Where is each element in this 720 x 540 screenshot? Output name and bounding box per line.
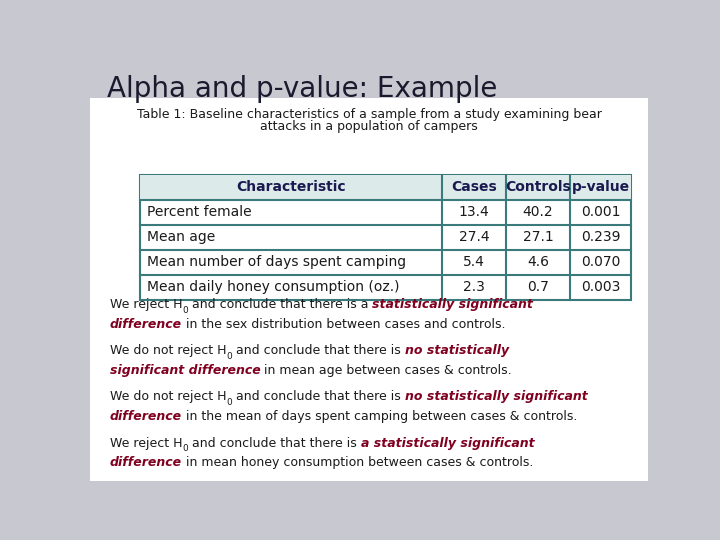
Text: Controls: Controls	[505, 180, 571, 194]
Text: We do not reject H: We do not reject H	[109, 390, 226, 403]
Bar	[140, 175, 631, 300]
Text: 0.003: 0.003	[581, 280, 620, 294]
Text: 4.6: 4.6	[527, 255, 549, 269]
Text: Alpha and p-value: Example: Alpha and p-value: Example	[107, 75, 497, 103]
Text: no statistically significant: no statistically significant	[405, 390, 588, 403]
Text: p-value: p-value	[572, 180, 629, 194]
Text: difference: difference	[109, 318, 181, 331]
Text: significant difference: significant difference	[109, 364, 261, 377]
Text: 0.7: 0.7	[527, 280, 549, 294]
Text: difference: difference	[109, 456, 181, 469]
Text: Characteristic: Characteristic	[236, 180, 346, 194]
Text: and conclude that there is: and conclude that there is	[232, 344, 405, 357]
Text: 2.3: 2.3	[463, 280, 485, 294]
Text: 0.070: 0.070	[581, 255, 620, 269]
Text: Percent female: Percent female	[147, 205, 251, 219]
Text: Table 1: Baseline characteristics of a sample from a study examining bear: Table 1: Baseline characteristics of a s…	[137, 109, 601, 122]
Text: a statistically significant: a statistically significant	[361, 436, 534, 449]
Text: 0: 0	[182, 306, 188, 315]
Text: 40.2: 40.2	[523, 205, 553, 219]
Text: 13.4: 13.4	[459, 205, 490, 219]
Text: in mean age between cases & controls.: in mean age between cases & controls.	[261, 364, 512, 377]
Text: in the mean of days spent camping between cases & controls.: in the mean of days spent camping betwee…	[181, 410, 577, 423]
Text: no statistically: no statistically	[405, 344, 508, 357]
Text: We do not reject H: We do not reject H	[109, 344, 226, 357]
Text: Cases: Cases	[451, 180, 497, 194]
Text: Mean daily honey consumption (oz.): Mean daily honey consumption (oz.)	[147, 280, 400, 294]
Text: 5.4: 5.4	[463, 255, 485, 269]
Text: and conclude that there is a: and conclude that there is a	[188, 298, 372, 311]
Text: in mean honey consumption between cases & controls.: in mean honey consumption between cases …	[181, 456, 533, 469]
Text: We reject H: We reject H	[109, 298, 182, 311]
Text: statistically significant: statistically significant	[372, 298, 533, 311]
Text: difference: difference	[109, 410, 181, 423]
Text: 0.239: 0.239	[581, 231, 621, 245]
Bar	[140, 175, 631, 200]
Text: We reject H: We reject H	[109, 436, 182, 449]
Text: Mean age: Mean age	[147, 231, 215, 245]
Text: 0: 0	[182, 444, 188, 454]
Text: 0.001: 0.001	[581, 205, 621, 219]
Text: attacks in a population of campers: attacks in a population of campers	[260, 120, 478, 133]
Text: 27.4: 27.4	[459, 231, 490, 245]
Text: 27.1: 27.1	[523, 231, 554, 245]
Text: Mean number of days spent camping: Mean number of days spent camping	[147, 255, 406, 269]
Text: in the sex distribution between cases and controls.: in the sex distribution between cases an…	[181, 318, 505, 331]
Text: 0: 0	[226, 352, 232, 361]
Text: and conclude that there is: and conclude that there is	[188, 436, 361, 449]
Text: and conclude that there is: and conclude that there is	[232, 390, 405, 403]
Text: 0: 0	[226, 399, 232, 407]
